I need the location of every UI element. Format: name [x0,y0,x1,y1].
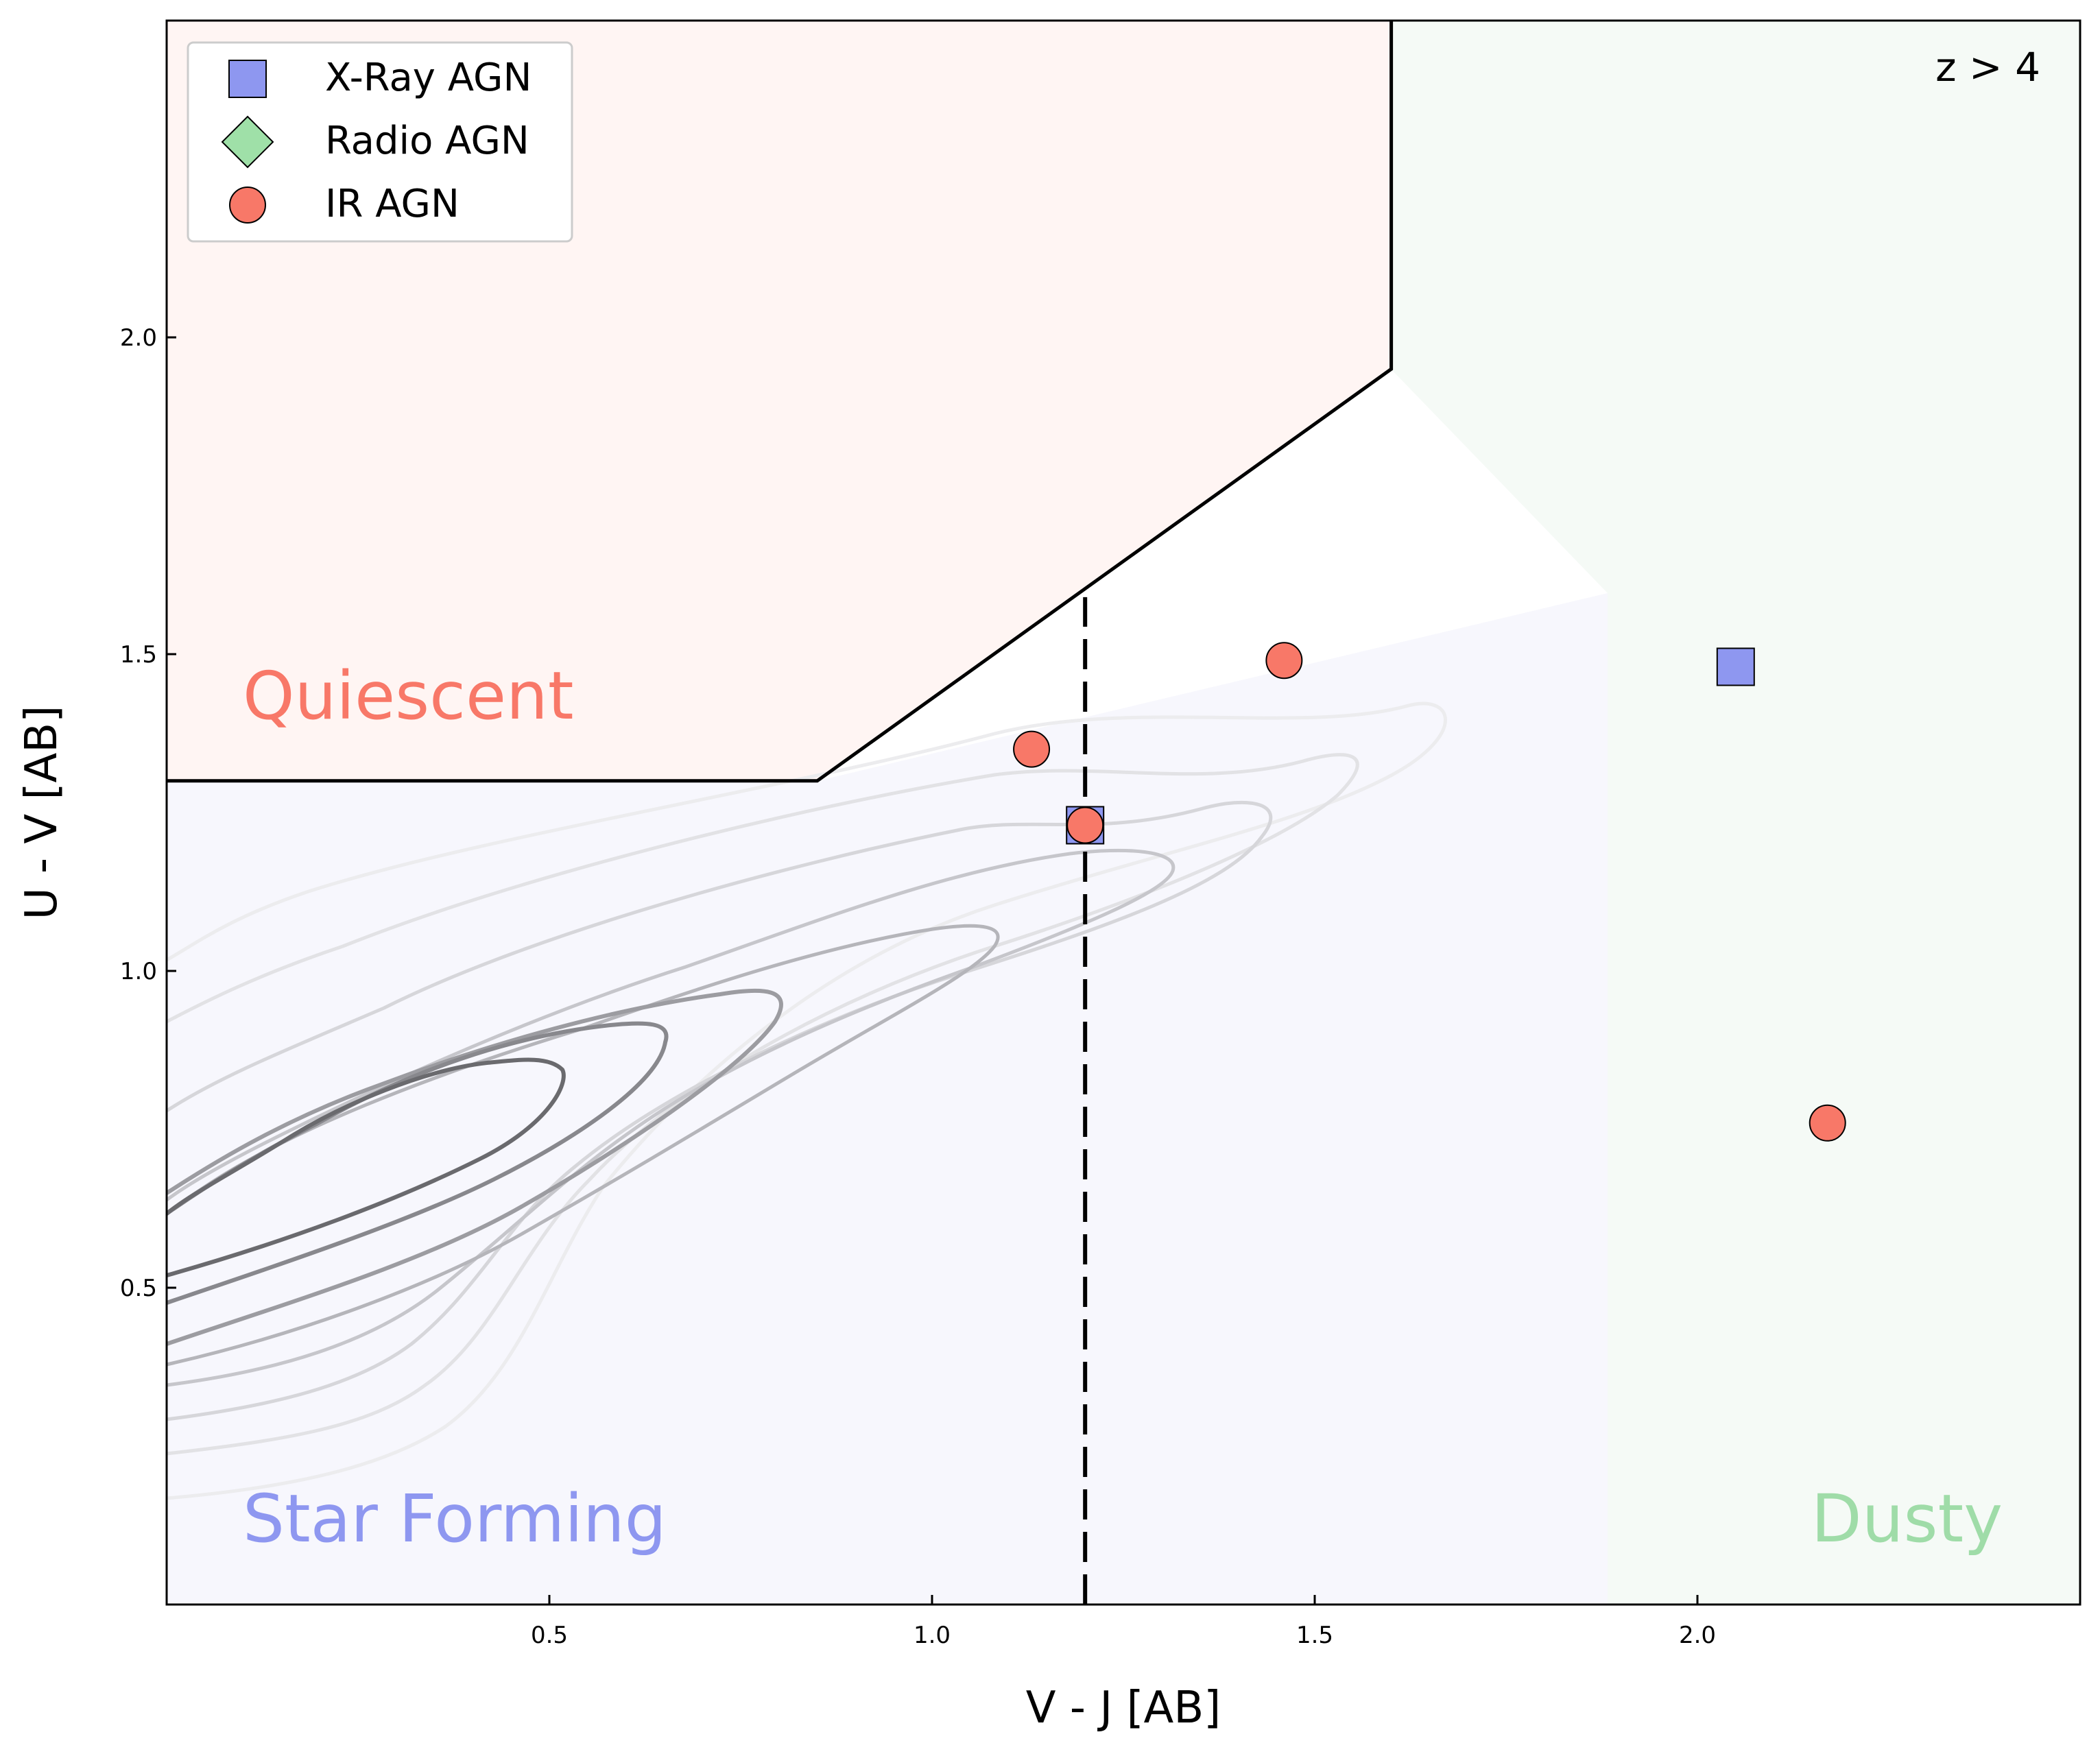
legend-entry-ir: IR AGN [229,182,460,226]
x-axis-title: V - J [AB] [1026,1683,1221,1733]
x-tick-label: 0.5 [531,1622,568,1649]
y-tick-label: 1.5 [120,641,157,669]
ir-agn-point [1066,806,1104,844]
contour-level-4 [167,848,1176,1387]
ir-agn-point [1809,1104,1846,1142]
quiescent-boundary-line [167,21,1394,783]
legend-diamond-marker [221,115,274,169]
star-forming-region [167,593,1608,1605]
contour-level-5 [167,924,1000,1367]
density-contours [167,701,1447,1500]
x-axis-ticks: 0.5 1.0 1.5 2.0 [531,1595,1716,1649]
legend-square-marker [228,60,267,98]
region-label-star-forming: Star Forming [243,1480,667,1557]
legend: X-Ray AGN Radio AGN IR AGN [187,41,573,243]
legend-circle-marker [229,187,266,224]
xray-agn-point [1716,647,1755,686]
ir-agn-point [1013,730,1051,768]
contour-level-3 [167,800,1273,1421]
contour-level-6 [167,988,783,1346]
y-tick-label: 2.0 [120,324,157,352]
legend-box [187,41,573,243]
contour-level-1 [167,701,1447,1500]
legend-label-radio: Radio AGN [325,119,529,163]
dusty-region [1391,21,2080,1605]
region-label-dusty: Dusty [1811,1480,2003,1557]
contour-level-2 [167,753,1359,1456]
y-tick-label: 1.0 [120,958,157,985]
ir-agn-point [1265,642,1303,680]
contour-level-8 [167,1057,566,1277]
x-tick-label: 2.0 [1679,1622,1716,1649]
region-label-quiescent: Quiescent [243,658,573,734]
redshift-label: z > 4 [1935,44,2040,91]
y-tick-label: 0.5 [120,1275,157,1302]
legend-label-ir: IR AGN [325,182,460,226]
x-tick-label: 1.5 [1296,1622,1333,1649]
plot-frame [165,19,2081,1606]
data-markers [1013,642,1846,1142]
y-axis-ticks: 0.5 1.0 1.5 2.0 [120,324,176,1302]
y-axis-title: U - V [AB] [16,706,67,920]
legend-entry-radio: Radio AGN [221,115,529,169]
x-tick-label: 1.0 [914,1622,951,1649]
legend-entry-xray: X-Ray AGN [228,56,532,100]
legend-label-xray: X-Ray AGN [325,56,532,100]
